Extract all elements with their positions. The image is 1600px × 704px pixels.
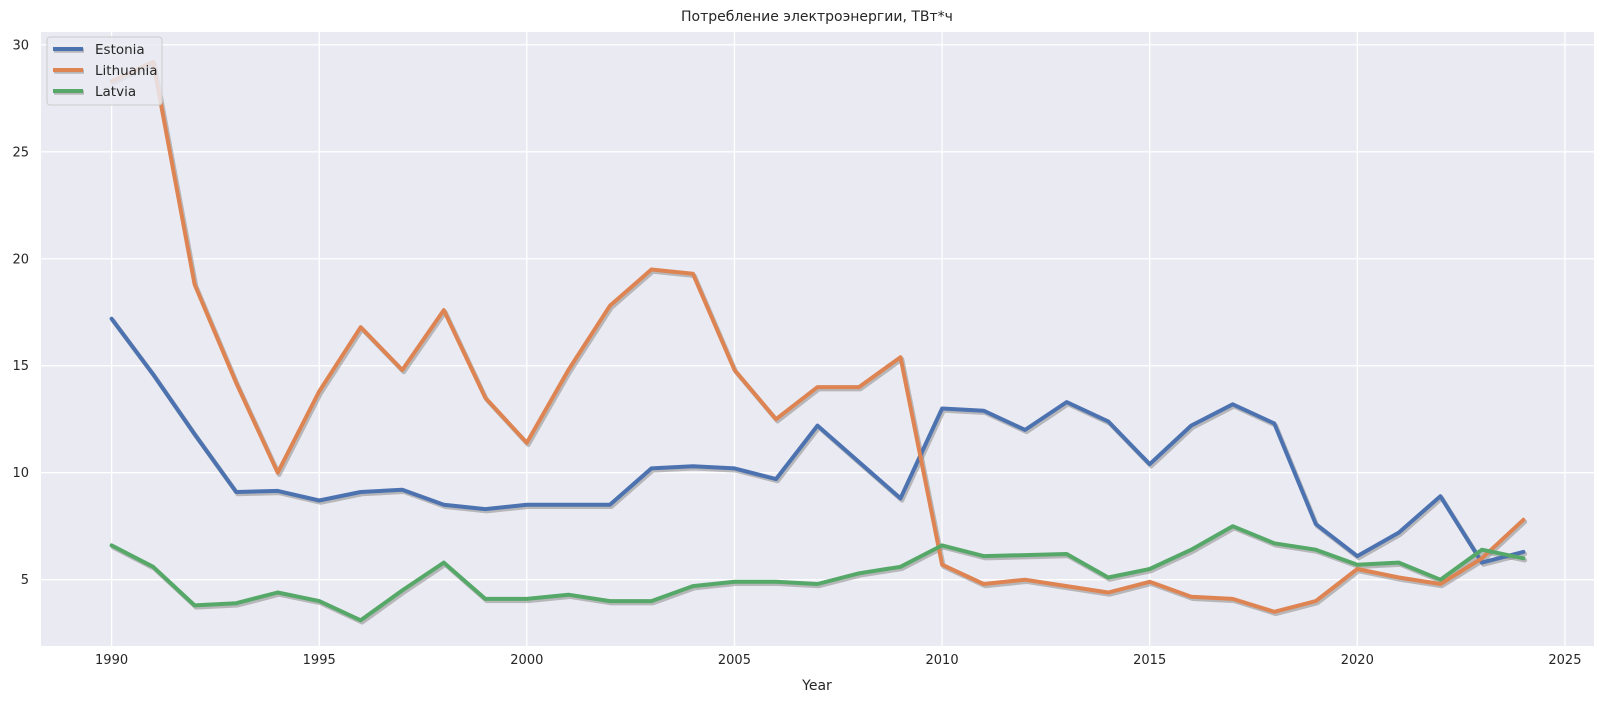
chart-title: Потребление электроэнергии, ТВт*ч (681, 9, 953, 25)
x-tick-label: 2020 (1341, 653, 1374, 668)
x-tick-label: 2015 (1133, 653, 1166, 668)
x-tick-label: 2010 (926, 653, 959, 668)
y-tick-label: 30 (12, 38, 29, 53)
x-tick-label: 2005 (718, 653, 751, 668)
series-line-latvia (109, 524, 1526, 623)
x-tick-label: 1990 (95, 653, 128, 668)
x-tick-label: 2000 (510, 653, 543, 668)
legend: Estonia Lithuania Latvia (46, 36, 163, 106)
legend-label-lithuania: Lithuania (95, 63, 158, 79)
series-line-lithuania (109, 60, 1526, 614)
tick-labels: 1990 1995 2000 2005 2010 2015 2020 202551015202… (12, 38, 1581, 668)
x-tick-label: 2025 (1548, 653, 1581, 668)
legend-box (46, 36, 163, 106)
series-line-estonia (109, 316, 1526, 565)
y-tick-label: 25 (12, 145, 29, 160)
y-tick-label: 5 (21, 573, 29, 588)
legend-label-latvia: Latvia (95, 84, 136, 100)
series-layer (109, 60, 1528, 625)
x-axis-title: Year (801, 678, 832, 694)
plot-background (41, 32, 1594, 646)
y-tick-label: 20 (12, 252, 29, 267)
y-tick-label: 10 (12, 466, 29, 481)
x-tick-label: 1995 (303, 653, 336, 668)
legend-label-estonia: Estonia (95, 42, 145, 58)
y-tick-label: 15 (12, 359, 29, 374)
grid (41, 32, 1594, 646)
